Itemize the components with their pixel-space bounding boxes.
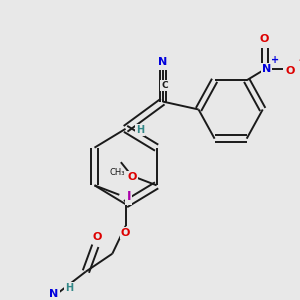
- Text: C: C: [161, 81, 168, 90]
- Text: +: +: [271, 56, 279, 65]
- Text: H: H: [65, 284, 73, 293]
- Text: I: I: [127, 190, 131, 203]
- Text: N: N: [158, 57, 167, 67]
- Text: -: -: [298, 54, 300, 67]
- Text: N: N: [262, 64, 271, 74]
- Text: O: O: [286, 66, 295, 76]
- Text: O: O: [121, 228, 130, 238]
- Text: O: O: [127, 172, 136, 182]
- Text: O: O: [260, 34, 269, 44]
- Text: O: O: [92, 232, 102, 242]
- Text: CH₃: CH₃: [109, 168, 125, 177]
- Text: N: N: [49, 289, 58, 299]
- Text: H: H: [136, 125, 144, 135]
